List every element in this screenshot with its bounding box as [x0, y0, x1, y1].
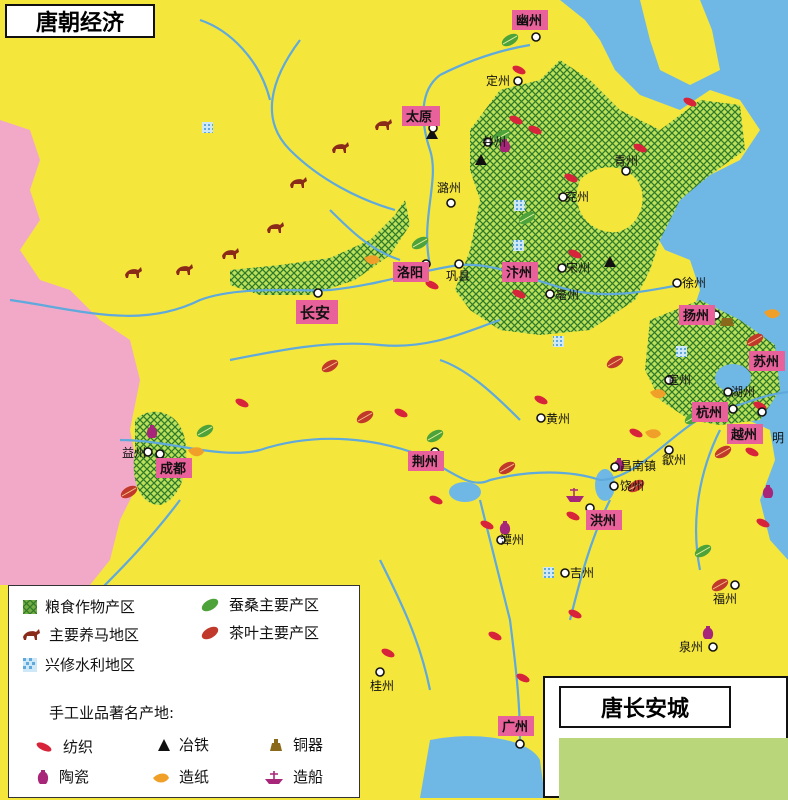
city-label-raozhou: 饶州: [620, 479, 644, 493]
city-label-bozhou: 亳州: [555, 287, 579, 302]
city-label-jingdezhen: 昌南镇: [620, 458, 656, 473]
city-label-changan: 长安: [300, 304, 330, 322]
vase-icon: [37, 769, 49, 784]
city-label-shezhou: 歙州: [662, 452, 686, 467]
city-label-qingzhou: 青州: [614, 154, 638, 168]
city-label-youzhou: 幽州: [516, 14, 542, 29]
city-label-luzhou: 潞州: [437, 180, 461, 195]
city-label-guangzhou: 广州: [502, 719, 528, 735]
city-label-gongxian: 巩县: [446, 269, 470, 283]
legend-label-horse: 主要养马地区: [49, 626, 140, 644]
legend-label-water: 兴修水利地区: [45, 656, 136, 674]
legend-item-bronze: 铜器: [267, 734, 323, 755]
legend-item-grain: 粮食作物产区: [23, 596, 135, 617]
legend-label-tea: 茶叶主要产区: [229, 624, 320, 642]
legend-item-ship: 造船: [263, 766, 323, 787]
city-label-xuzhou: 徐州: [682, 275, 706, 290]
city-label-suzhou: 苏州: [753, 354, 779, 370]
legend-item-porcelain: 陶瓷: [35, 766, 89, 787]
bronze-icon: [270, 738, 282, 751]
city-label-guizhou: 桂州: [370, 678, 394, 693]
highlighted-cities: 幽州 太原 洛阳 汴州 长安 扬州 苏州 杭州 越州 荆州 洪州 成都 广州: [156, 10, 785, 736]
inset-map-area: [559, 738, 788, 800]
bronze-icons: [720, 318, 734, 326]
water-conservancy-markers: [202, 122, 687, 578]
sea-east: [560, 0, 788, 560]
inset-title: 唐长安城: [559, 686, 731, 728]
city-label-yanzhou: 兖州: [565, 189, 589, 204]
city-label-jizhou: 吉州: [570, 566, 594, 580]
legend-item-textile: 纺织: [33, 736, 93, 757]
legend-label-porcelain: 陶瓷: [59, 768, 90, 786]
silk-leaf-icon: [201, 598, 219, 611]
city-label-hangzhou: 杭州: [696, 405, 722, 421]
city-label-bingzhou: 并州: [482, 135, 506, 149]
legend-label-paper: 造纸: [179, 768, 210, 786]
foreign-west: [0, 120, 140, 585]
city-label-ming: 明: [772, 431, 784, 445]
water-icon: [23, 657, 37, 672]
city-label-huangzhou: 黄州: [546, 412, 570, 426]
legend-item-silk: 蚕桑主要产区: [199, 594, 319, 615]
city-label-taiyuan: 太原: [405, 109, 432, 125]
inset-changan-city: 唐长安城: [543, 676, 788, 800]
city-label-bianzhou: 汴州: [506, 265, 532, 281]
legend-label-silk: 蚕桑主要产区: [229, 596, 320, 614]
city-label-fuzhou: 福州: [713, 591, 737, 606]
city-label-jingzhou: 荆州: [412, 454, 438, 470]
paper-icon: [153, 773, 169, 782]
city-label-huzhou: 湖州: [731, 384, 755, 399]
city-label-xuanzhou: 宣州: [667, 372, 691, 387]
textile-icon: [36, 741, 52, 752]
legend-item-water: 兴修水利地区: [23, 654, 135, 675]
city-label-hongzhou: 洪州: [590, 513, 616, 529]
iron-triangle-icon: [158, 738, 170, 751]
city-label-quanzhou: 泉州: [679, 640, 703, 654]
city-label-yizhou: 益州: [122, 446, 146, 460]
legend-label-iron: 冶铁: [179, 736, 210, 754]
city-label-luoyang: 洛阳: [397, 265, 423, 281]
lake-dongting: [449, 482, 481, 502]
legend-crafts-heading: 手工业品著名产地:: [49, 704, 175, 722]
iron-icons: [426, 128, 616, 267]
city-label-dingzhou: 定州: [486, 73, 510, 88]
grain-region-jiangnan: [645, 300, 780, 425]
city-label-chengdu: 成都: [160, 461, 186, 477]
tea-leaf-icon: [201, 626, 219, 639]
legend-item-horse: 主要养马地区: [21, 624, 139, 645]
lake-poyang: [595, 469, 615, 501]
city-label-yangzhou: 扬州: [683, 308, 709, 324]
legend-item-paper: 造纸: [151, 766, 209, 787]
city-label-songzhou: 宋州: [566, 260, 590, 275]
ship-icons: [566, 488, 584, 502]
ship-icon: [265, 770, 283, 784]
legend-item-tea: 茶叶主要产区: [199, 622, 319, 643]
grain-region-guanzhong: [230, 200, 410, 295]
legend-item-iron: 冶铁: [157, 734, 209, 755]
sea-south: [420, 736, 545, 798]
map-title: 唐朝经济: [5, 4, 155, 38]
city-label-yuezhou: 越州: [730, 427, 757, 443]
horse-icon: [23, 628, 40, 640]
legend-label-grain: 粮食作物产区: [45, 598, 136, 616]
paper-icons: [188, 255, 780, 457]
city-label-tanzhou: 潭州: [500, 533, 524, 547]
lake-taihu: [715, 364, 751, 392]
legend-label-textile: 纺织: [63, 738, 94, 756]
legend: 粮食作物产区 蚕桑主要产区 主要养马地区 茶叶主要产区 兴修水利地区 手工业品著…: [8, 585, 360, 798]
legend-label-bronze: 铜器: [293, 736, 324, 754]
legend-label-ship: 造船: [293, 768, 324, 786]
